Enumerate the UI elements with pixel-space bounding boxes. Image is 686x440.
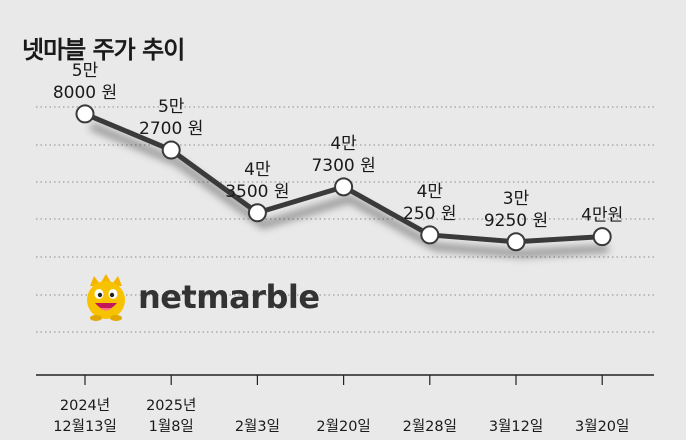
x-tick-label: 2024년 12월13일 [53,397,117,435]
data-point [75,104,95,124]
data-label: 4만 250 원 [403,182,457,224]
data-point [592,227,612,247]
data-point [506,232,526,252]
data-point [161,140,181,160]
data-label: 4만 7300 원 [311,134,375,176]
data-label: 5만 2700 원 [139,97,203,139]
data-point [420,225,440,245]
data-label: 4만 3500 원 [225,160,289,202]
chart-title: 넷마블 주가 추이 [22,36,185,64]
data-point [334,177,354,197]
data-label: 4만원 [581,206,623,226]
mascot-icon [87,274,125,321]
data-label: 3만 9250 원 [484,189,548,231]
x-tick-label: 3월20일 [575,418,629,435]
brand-name: netmarble [138,278,320,316]
x-tick-label: 2월3일 [235,418,280,435]
series-line-shadow [89,122,609,258]
data-point [247,203,267,223]
x-tick-label: 2월28일 [403,418,457,435]
x-tick-label: 2025년 1월8일 [146,397,196,435]
x-tick-label: 3월12일 [489,418,543,435]
data-label: 5만 8000 원 [53,61,117,103]
netmarble-logo: netmarble [82,272,320,322]
x-tick-label: 2월20일 [316,418,370,435]
